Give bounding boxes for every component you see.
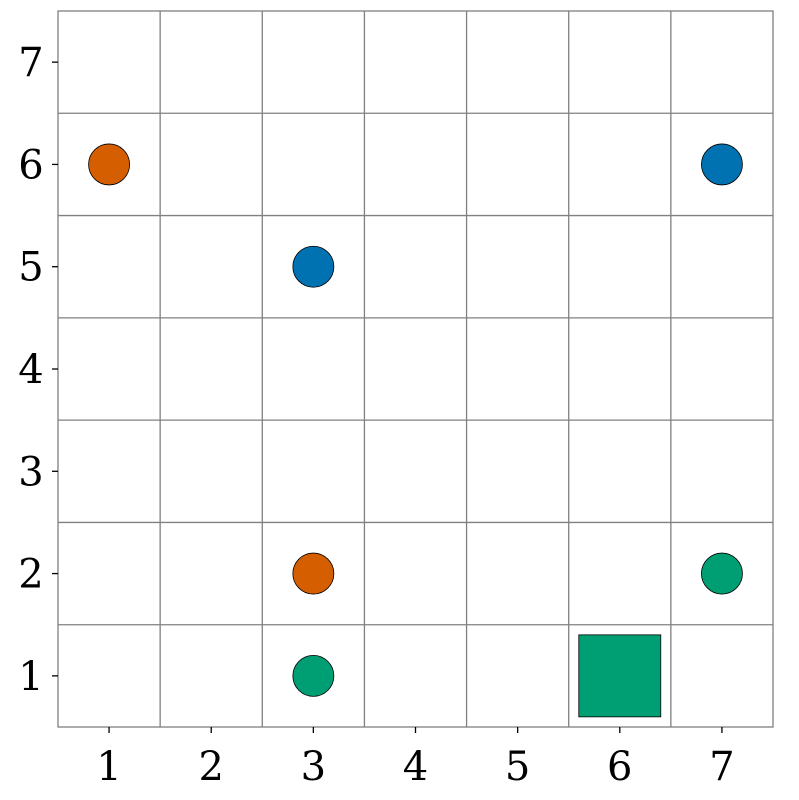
x-tick-label: 1 <box>96 744 121 790</box>
x-tick-label: 4 <box>403 744 428 790</box>
orange-circle-piece[interactable] <box>88 143 130 186</box>
game-pieces <box>88 143 743 718</box>
board-background <box>57 10 774 728</box>
x-tick-label: 3 <box>301 744 326 790</box>
x-tick-label: 6 <box>607 744 632 790</box>
x-tick-label: 5 <box>505 744 530 790</box>
y-tick-label: 4 <box>18 347 43 393</box>
axis-ticks <box>52 61 723 733</box>
green-square-piece[interactable] <box>578 634 662 718</box>
axis-labels: 1 2 3 4 5 6 7 1 2 3 4 5 6 7 <box>18 40 734 790</box>
y-tick-label: 1 <box>18 654 43 700</box>
green-circle-piece[interactable] <box>701 552 743 595</box>
x-tick-label: 7 <box>709 744 734 790</box>
green-circle-piece[interactable] <box>292 654 335 697</box>
y-tick-label: 7 <box>18 40 43 86</box>
y-tick-label: 5 <box>18 245 43 291</box>
blue-circle-piece[interactable] <box>292 245 335 288</box>
y-tick-label: 2 <box>18 552 43 598</box>
y-tick-label: 3 <box>18 449 43 495</box>
grid-lines <box>58 11 773 727</box>
orange-circle-piece[interactable] <box>292 552 335 595</box>
y-tick-label: 6 <box>18 142 43 188</box>
x-tick-label: 2 <box>198 744 223 790</box>
blue-circle-piece[interactable] <box>701 143 743 186</box>
